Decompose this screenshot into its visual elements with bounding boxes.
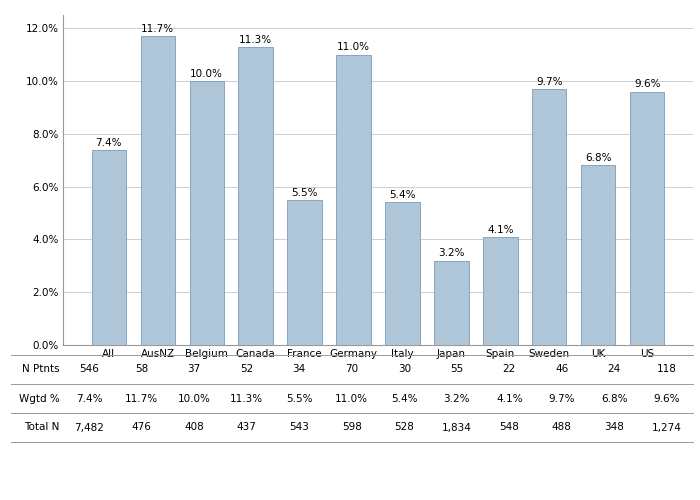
Text: 58: 58 [135, 364, 148, 374]
Text: 6.8%: 6.8% [585, 154, 612, 164]
Bar [581, 166, 615, 345]
Text: 7.4%: 7.4% [95, 138, 122, 147]
Text: 46: 46 [555, 364, 568, 374]
Bar [434, 260, 468, 345]
Text: 4.1%: 4.1% [487, 224, 514, 234]
Text: 55: 55 [450, 364, 463, 374]
Text: 34: 34 [293, 364, 306, 374]
Text: 5.4%: 5.4% [391, 394, 417, 404]
Bar [190, 81, 224, 345]
Text: 1,274: 1,274 [652, 422, 682, 432]
Text: 4.1%: 4.1% [496, 394, 522, 404]
Bar [532, 89, 566, 345]
Text: 437: 437 [237, 422, 257, 432]
Text: 9.6%: 9.6% [634, 80, 661, 90]
Text: 3.2%: 3.2% [444, 394, 470, 404]
Text: 546: 546 [79, 364, 99, 374]
Text: 543: 543 [289, 422, 309, 432]
Text: 6.8%: 6.8% [601, 394, 627, 404]
Bar [141, 36, 175, 345]
Bar [385, 202, 419, 345]
Text: 1,834: 1,834 [442, 422, 472, 432]
Text: 37: 37 [188, 364, 201, 374]
Text: 476: 476 [132, 422, 152, 432]
Bar [483, 237, 517, 345]
Text: 9.7%: 9.7% [536, 77, 563, 87]
Text: 5.4%: 5.4% [389, 190, 416, 200]
Text: 11.0%: 11.0% [337, 42, 370, 52]
Text: 598: 598 [342, 422, 362, 432]
Text: 7,482: 7,482 [74, 422, 104, 432]
Text: 70: 70 [345, 364, 358, 374]
Text: 10.0%: 10.0% [190, 69, 223, 79]
Text: 9.7%: 9.7% [549, 394, 575, 404]
Text: 408: 408 [184, 422, 204, 432]
Text: 52: 52 [240, 364, 253, 374]
Text: N Ptnts: N Ptnts [22, 364, 60, 374]
Text: 11.7%: 11.7% [125, 394, 158, 404]
Text: Wgtd %: Wgtd % [19, 394, 60, 404]
Bar [239, 46, 273, 345]
Text: 11.3%: 11.3% [230, 394, 263, 404]
Text: 3.2%: 3.2% [438, 248, 465, 258]
Text: 118: 118 [657, 364, 677, 374]
Text: 7.4%: 7.4% [76, 394, 102, 404]
Bar [630, 92, 664, 345]
Text: 528: 528 [394, 422, 414, 432]
Text: 30: 30 [398, 364, 411, 374]
Bar [92, 150, 126, 345]
Text: 5.5%: 5.5% [291, 188, 318, 198]
Text: 11.7%: 11.7% [141, 24, 174, 34]
Text: 24: 24 [608, 364, 621, 374]
Text: Total N: Total N [24, 422, 60, 432]
Text: 488: 488 [552, 422, 572, 432]
Bar [337, 54, 371, 345]
Text: 548: 548 [499, 422, 519, 432]
Text: 348: 348 [604, 422, 624, 432]
Text: 22: 22 [503, 364, 516, 374]
Text: 5.5%: 5.5% [286, 394, 312, 404]
Text: 10.0%: 10.0% [178, 394, 211, 404]
Bar [288, 200, 322, 345]
Text: 11.0%: 11.0% [335, 394, 368, 404]
Text: 11.3%: 11.3% [239, 34, 272, 44]
Text: 9.6%: 9.6% [654, 394, 680, 404]
